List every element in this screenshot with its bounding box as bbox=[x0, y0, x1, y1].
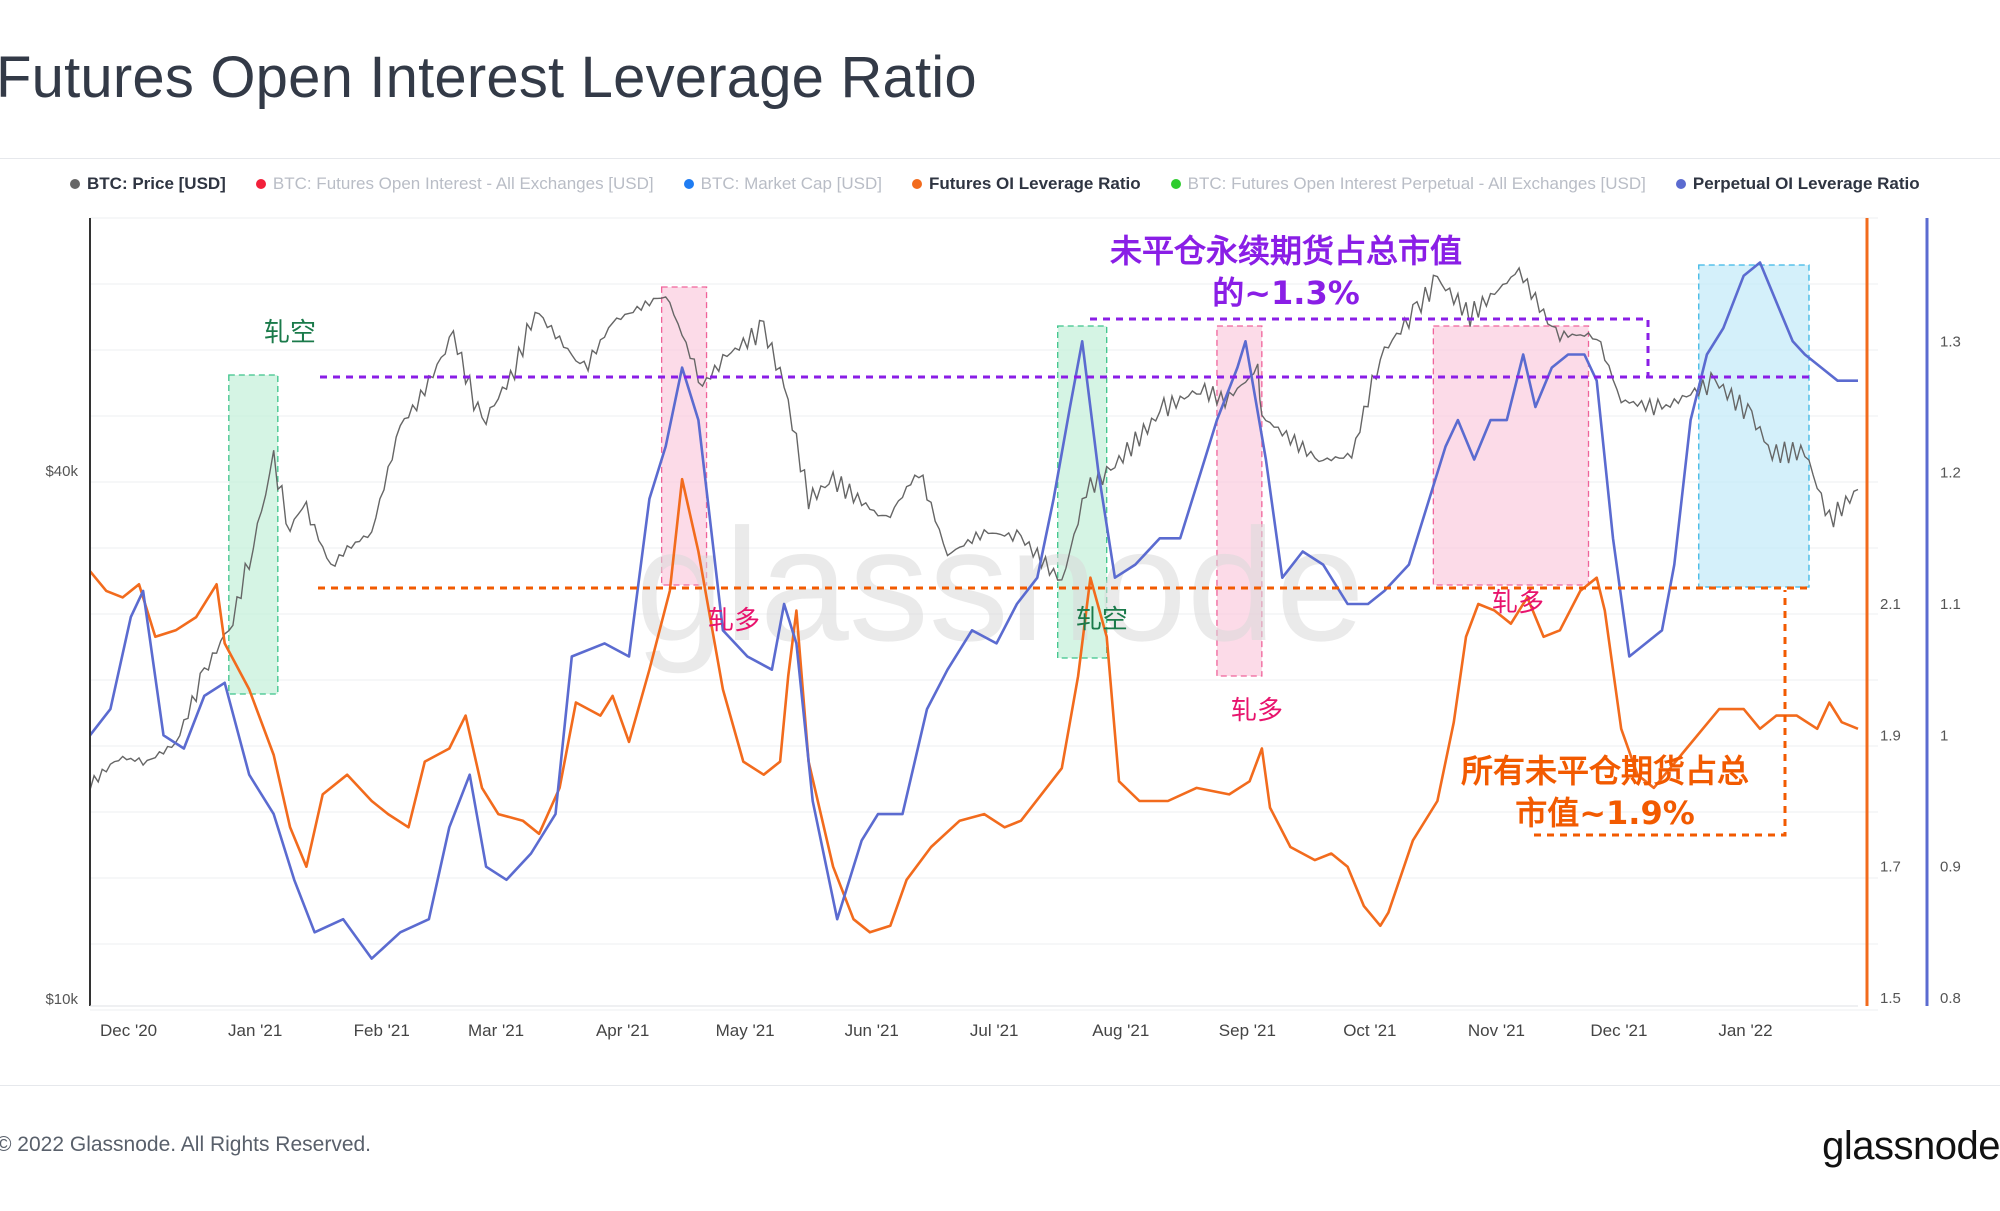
region-label: 轧空 bbox=[1076, 605, 1128, 635]
perpetual-callout-line1: 未平仓永续期货占总市值 bbox=[1110, 232, 1462, 270]
perpetual-callout-line2: 的~1.3% bbox=[1212, 274, 1360, 312]
shaded-region bbox=[1216, 325, 1263, 677]
y-futures-tick-label: 2.1 bbox=[1880, 596, 1901, 613]
legend-item[interactable]: BTC: Price [USD] bbox=[70, 174, 226, 194]
y-perpetual-tick-label: 1.2 bbox=[1940, 465, 1961, 482]
price-series-line bbox=[89, 266, 1859, 791]
futures-callout-line1: 所有未平仓期货占总 bbox=[1461, 752, 1749, 790]
y-perpetual-tick-label: 1.3 bbox=[1940, 333, 1961, 350]
legend-dot-icon bbox=[70, 179, 80, 189]
shaded-region bbox=[1432, 325, 1590, 586]
region-label: 轧多 bbox=[1231, 696, 1283, 726]
x-tick-label: Apr '21 bbox=[596, 1021, 649, 1040]
x-tick-label: Oct '21 bbox=[1343, 1021, 1396, 1040]
region-label: 轧多 bbox=[1492, 588, 1544, 618]
x-tick-label: Aug '21 bbox=[1092, 1021, 1149, 1040]
x-tick-label: Nov '21 bbox=[1468, 1021, 1525, 1040]
legend-label: BTC: Futures Open Interest - All Exchang… bbox=[272, 174, 654, 193]
legend-dot-icon bbox=[255, 179, 266, 189]
y-futures-tick-label: 1.9 bbox=[1880, 727, 1901, 744]
y-perpetual-tick-label: 1.1 bbox=[1940, 596, 1961, 613]
legend-label: Futures OI Leverage Ratio bbox=[929, 174, 1141, 193]
x-tick-label: Sep '21 bbox=[1219, 1021, 1276, 1040]
series-lines bbox=[88, 261, 1859, 960]
legend-label: BTC: Market Cap [USD] bbox=[700, 174, 882, 193]
x-tick-label: Dec '21 bbox=[1590, 1021, 1647, 1040]
x-tick-label: Mar '21 bbox=[468, 1021, 524, 1040]
chart-legend: BTC: Price [USD] BTC: Futures Open Intere… bbox=[70, 174, 1920, 194]
legend-label: Perpetual OI Leverage Ratio bbox=[1692, 174, 1920, 193]
legend-dot-icon bbox=[683, 179, 694, 189]
y-futures-tick-label: 1.7 bbox=[1880, 859, 1901, 876]
perpetual-ratio-series-line bbox=[88, 261, 1858, 960]
x-tick-label: Jun '21 bbox=[845, 1021, 899, 1040]
y-perpetual-tick-label: 0.9 bbox=[1940, 859, 1961, 876]
y-perpetual-tick-label: 1 bbox=[1940, 727, 1948, 744]
shaded-region bbox=[228, 374, 279, 695]
watermark: glassnode bbox=[635, 495, 1364, 674]
futures-callout-line2: 市值~1.9% bbox=[1515, 794, 1695, 832]
futures-reference-bracket bbox=[1534, 590, 1787, 837]
y-left-tick-label: $40k bbox=[45, 463, 78, 480]
footer-divider bbox=[0, 1085, 2000, 1086]
perpetual-reference-bracket bbox=[1090, 317, 1650, 377]
region-label: 轧空 bbox=[264, 318, 316, 348]
header-divider bbox=[0, 158, 2000, 159]
legend-item[interactable]: Futures OI Leverage Ratio bbox=[912, 174, 1141, 194]
x-tick-label: Dec '20 bbox=[100, 1021, 157, 1040]
legend-dot-icon bbox=[1675, 179, 1686, 189]
futures-ratio-series-line bbox=[88, 477, 1859, 934]
copyright-text: © 2022 Glassnode. All Rights Reserved. bbox=[0, 1133, 372, 1156]
shaded-region bbox=[1698, 264, 1810, 588]
reference-lines bbox=[318, 317, 1810, 837]
x-tick-label: Jul '21 bbox=[970, 1021, 1019, 1040]
legend-dot-icon bbox=[1170, 179, 1181, 189]
region-label: 轧多 bbox=[708, 606, 760, 636]
x-tick-label: Feb '21 bbox=[354, 1021, 410, 1040]
y-perpetual-tick-label: 0.8 bbox=[1940, 990, 1961, 1007]
legend-label: BTC: Price [USD] bbox=[87, 174, 226, 193]
legend-label: BTC: Futures Open Interest Perpetual - A… bbox=[1187, 174, 1646, 193]
x-tick-label: May '21 bbox=[716, 1021, 775, 1040]
y-futures-tick-label: 1.5 bbox=[1880, 990, 1901, 1007]
glassnode-logo: glassnode bbox=[1822, 1124, 2000, 1168]
x-tick-label: Jan '22 bbox=[1718, 1021, 1772, 1040]
legend-dot-icon bbox=[912, 179, 922, 189]
y-left-tick-label: $10k bbox=[45, 991, 78, 1008]
legend-item[interactable]: BTC: Futures Open Interest - All Exchang… bbox=[255, 174, 654, 194]
legend-item[interactable]: BTC: Futures Open Interest Perpetual - A… bbox=[1170, 174, 1646, 194]
legend-item[interactable]: BTC: Market Cap [USD] bbox=[683, 174, 882, 194]
x-tick-label: Jan '21 bbox=[228, 1021, 282, 1040]
legend-item[interactable]: Perpetual OI Leverage Ratio bbox=[1675, 174, 1920, 194]
page-title: Futures Open Interest Leverage Ratio bbox=[0, 45, 977, 110]
chart[interactable]: glassnode Dec '20 Jan '21 Feb '21 Mar '21 Ap… bbox=[0, 0, 2000, 1085]
axes: Dec '20 Jan '21 Feb '21 Mar '21 Apr '21 May '… bbox=[45, 218, 1961, 1040]
